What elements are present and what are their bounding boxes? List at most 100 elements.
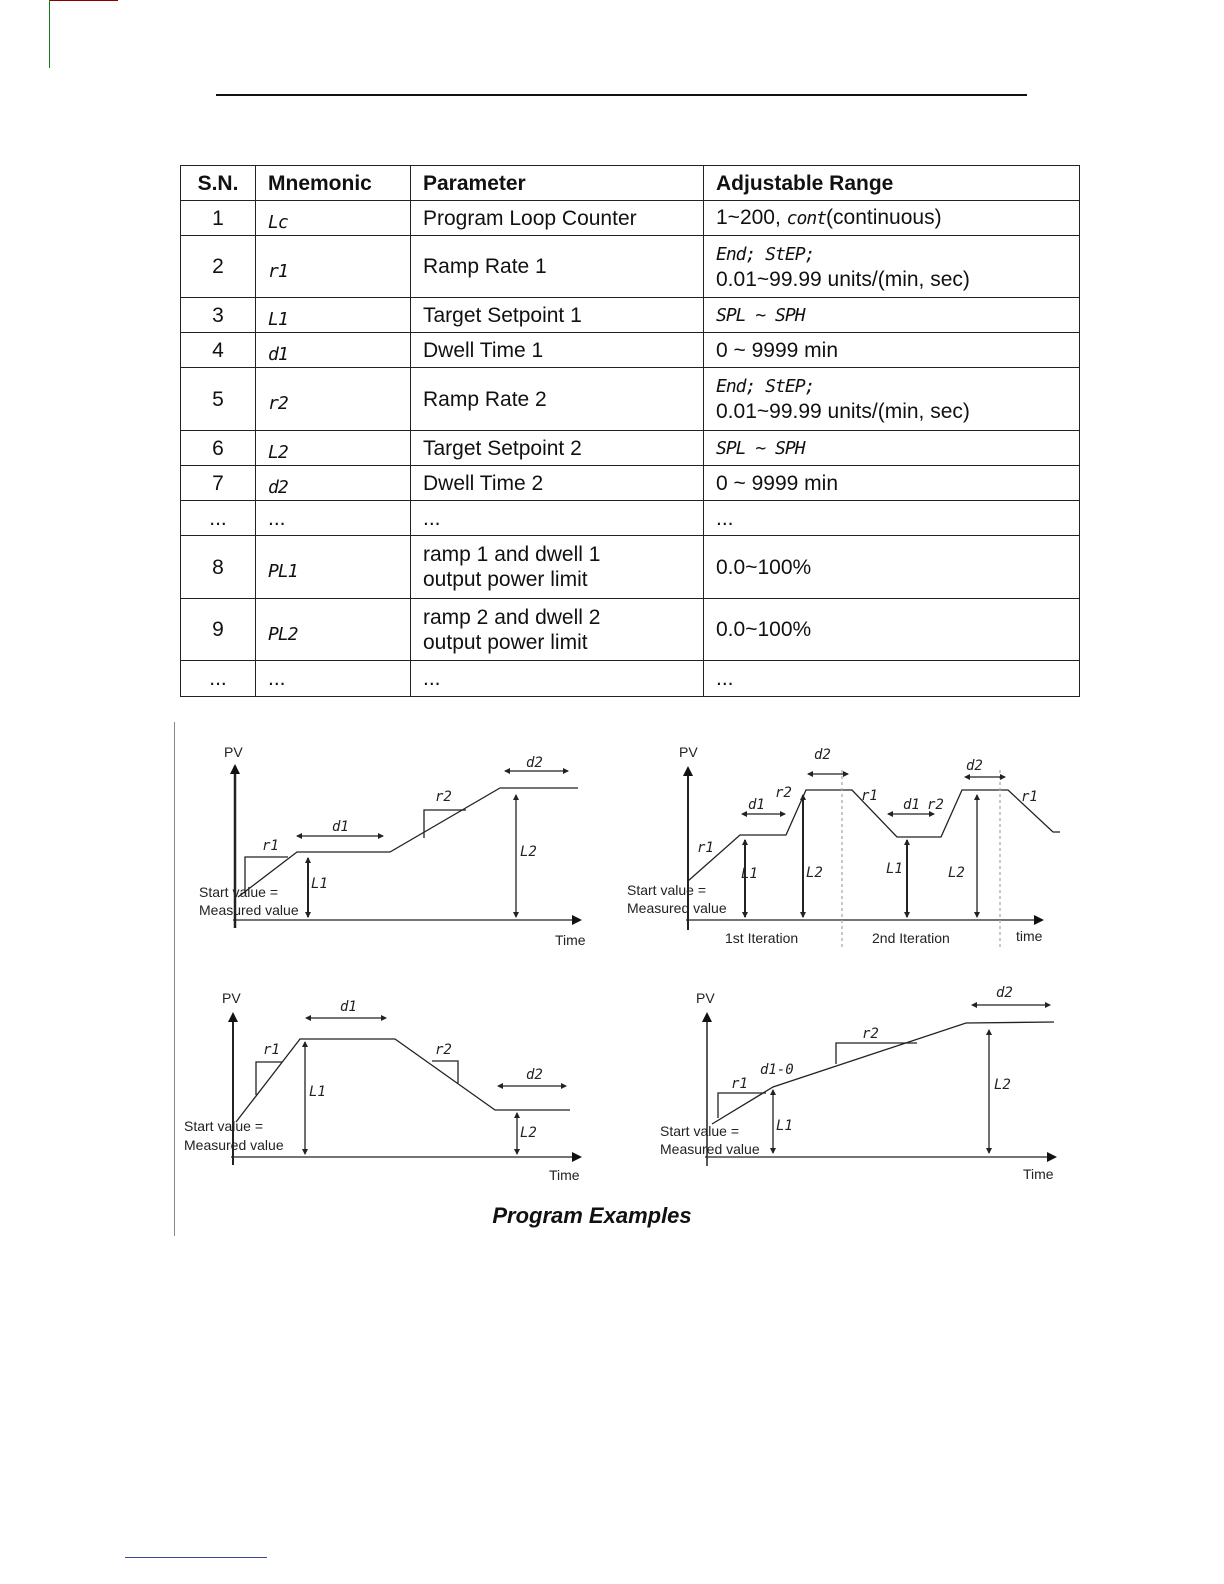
time-label: time xyxy=(1016,928,1043,944)
range-line: 0.0~100% xyxy=(716,555,812,579)
parameter-line: ramp 2 and dwell 2 xyxy=(423,605,601,629)
cell-range: ... xyxy=(703,660,1080,697)
start-value-label: Start value = xyxy=(184,1118,263,1134)
mnemonic-code: r2 xyxy=(268,393,289,414)
r2-slope-marker xyxy=(432,1060,459,1083)
l1-label: L1 xyxy=(311,876,328,892)
cell-range: End; StEP; 0.01~99.99 units/(min, sec) xyxy=(703,235,1080,298)
r2-slope-marker xyxy=(835,1042,917,1064)
cell-range: 0 ~ 9999 min xyxy=(703,465,1080,501)
diagram-4 xyxy=(702,1002,1057,1166)
table-row: 5 r2 Ramp Rate 2 End; StEP; 0.01~99.99 units… xyxy=(180,367,1080,431)
iteration-2-label: 2nd Iteration xyxy=(872,930,950,946)
range-line: 0 ~ 9999 min xyxy=(716,471,839,495)
crop-mark-red xyxy=(50,0,118,1)
cell-parameter: Target Setpoint 1 xyxy=(410,297,704,333)
parameter-line: ramp 1 and dwell 1 xyxy=(423,543,601,566)
l2-label: L2 xyxy=(994,1077,1011,1093)
measured-value-label: Measured value xyxy=(627,900,727,916)
table-row: 2 r1 Ramp Rate 1 End; StEP; 0.01~99.99 units… xyxy=(180,235,1080,298)
measured-value-label: Measured value xyxy=(199,902,299,918)
table-row: ............ xyxy=(180,500,1080,536)
r2-label: r2 xyxy=(862,1026,879,1042)
mnemonic-code: d1 xyxy=(268,344,289,365)
range-line: 0 ~ 9999 min xyxy=(716,338,839,362)
cell-sn: 4 xyxy=(180,332,256,368)
r1-slope-marker xyxy=(717,1092,766,1118)
cell-parameter: ramp 2 and dwell 2 output power limit xyxy=(410,598,704,661)
parameter-line: Dwell Time 2 xyxy=(423,471,544,495)
parameter-line: output power limit xyxy=(423,630,588,654)
measured-value-label: Measured value xyxy=(184,1137,284,1153)
table-row: 1 Lc Program Loop Counter 1~200, cont(conti… xyxy=(180,200,1080,236)
l2-label: L2 xyxy=(520,1125,537,1141)
cell-range: 0.0~100% xyxy=(703,535,1080,599)
l1-label: L1 xyxy=(741,866,758,882)
pv-label: PV xyxy=(696,990,715,1006)
parameter-line: ... xyxy=(423,667,441,690)
cell-sn: ... xyxy=(180,660,256,697)
mnemonic-code: ... xyxy=(268,667,286,690)
pv-label: PV xyxy=(224,744,243,760)
footnote-rule xyxy=(125,1557,267,1558)
program-profile xyxy=(235,1038,570,1123)
table-row: 6 L2 Target Setpoint 2 SPL ~ SPH xyxy=(180,430,1080,466)
diagram-3 xyxy=(228,1012,582,1165)
d2-label: d2 xyxy=(526,1067,543,1083)
time-label: Time xyxy=(1023,1166,1054,1182)
range-part: (continuous) xyxy=(826,206,942,229)
r2-label: r2 xyxy=(435,1042,452,1058)
parameter-table: S.N. Mnemonic Parameter Adjustable Range… xyxy=(180,165,1080,697)
table-row: 8 PL1 ramp 1 and dwell 1 output power limit… xyxy=(180,535,1080,599)
l2-label: L2 xyxy=(948,865,965,881)
figure-left-rule xyxy=(174,722,175,1236)
pv-label: PV xyxy=(222,990,241,1006)
range-line: ... xyxy=(716,667,734,690)
range-line: SPL ~ SPH xyxy=(716,304,806,326)
cell-mnemonic: r2 xyxy=(255,367,411,431)
parameter-line: Program Loop Counter xyxy=(423,206,637,230)
header-mnemonic: Mnemonic xyxy=(255,165,411,201)
l1-label: L1 xyxy=(309,1084,326,1100)
range-line: 0.0~100% xyxy=(716,618,812,641)
r1-label: r1 xyxy=(731,1076,748,1092)
range-line: End; StEP; xyxy=(716,243,815,265)
mnemonic-code: d2 xyxy=(268,477,289,498)
measured-value-label: Measured value xyxy=(660,1141,760,1157)
r1-label: r1 xyxy=(1021,789,1038,805)
cell-range: End; StEP; 0.01~99.99 units/(min, sec) xyxy=(703,367,1080,431)
cell-parameter: ... xyxy=(410,500,704,536)
cell-range: ... xyxy=(703,500,1080,536)
cell-parameter: Ramp Rate 1 xyxy=(410,235,704,298)
range-part: 1~200, xyxy=(716,206,787,229)
parameter-line: Ramp Rate 2 xyxy=(423,387,547,411)
r1-label: r1 xyxy=(861,788,878,804)
l1-label: L1 xyxy=(886,861,903,877)
cell-sn: 3 xyxy=(180,297,256,333)
cell-mnemonic: PL2 xyxy=(255,598,411,661)
program-profile xyxy=(711,1021,1055,1125)
r1-label: r1 xyxy=(262,838,279,854)
cell-mnemonic: ... xyxy=(255,660,411,697)
d2-label: d2 xyxy=(966,758,983,774)
cell-range: 0.0~100% xyxy=(703,598,1080,661)
cell-parameter: Program Loop Counter xyxy=(410,200,704,236)
cell-mnemonic: PL1 xyxy=(255,535,411,599)
r1-label: r1 xyxy=(263,1042,280,1058)
d2-label: d2 xyxy=(814,747,831,763)
d2-label: d2 xyxy=(996,985,1013,1001)
cell-mnemonic: r1 xyxy=(255,235,411,298)
time-label: Time xyxy=(549,1167,580,1183)
cell-sn: 9 xyxy=(180,598,256,661)
range-line: SPL ~ SPH xyxy=(716,437,806,459)
table-row: 9 PL2 ramp 2 and dwell 2 output power limit… xyxy=(180,598,1080,661)
diagram-1 xyxy=(230,764,582,928)
diagram-2 xyxy=(683,766,1060,950)
mnemonic-code: PL1 xyxy=(268,561,298,582)
parameter-line: ... xyxy=(423,506,441,530)
d1-label: d1 xyxy=(340,999,357,1015)
cell-parameter: Dwell Time 2 xyxy=(410,465,704,501)
cell-parameter: Target Setpoint 2 xyxy=(410,430,704,466)
cell-mnemonic: d2 xyxy=(255,465,411,501)
